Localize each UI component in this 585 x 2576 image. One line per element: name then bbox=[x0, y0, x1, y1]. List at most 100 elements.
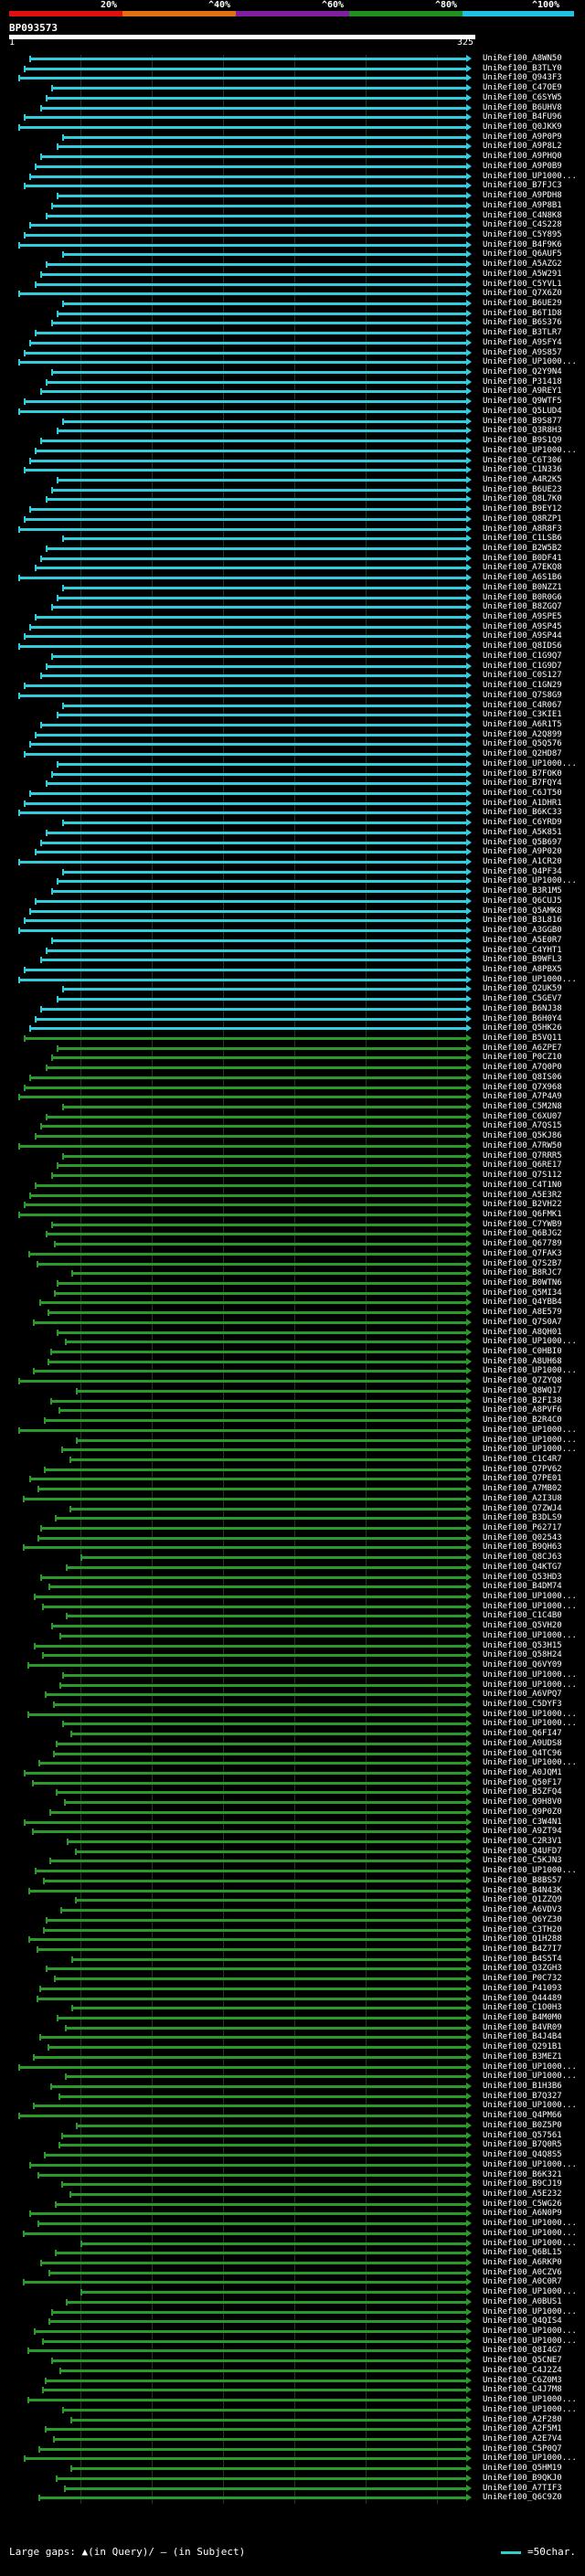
hit-link[interactable]: UniRef100_B5VQ11 bbox=[483, 1034, 562, 1043]
hit-row[interactable]: UniRef100_UP1000... bbox=[0, 1337, 585, 1347]
hit-link[interactable]: UniRef100_Q7PE01 bbox=[483, 1474, 562, 1484]
hit-link[interactable]: UniRef100_UP1000... bbox=[483, 1680, 577, 1690]
hit-row[interactable]: UniRef100_B3TLR7 bbox=[0, 328, 585, 337]
hit-row[interactable]: UniRef100_A0C0R7 bbox=[0, 2277, 585, 2286]
hit-row[interactable]: UniRef100_Q4PF34 bbox=[0, 867, 585, 876]
hit-link[interactable]: UniRef100_A9P0P9 bbox=[483, 132, 562, 142]
hit-link[interactable]: UniRef100_Q7ZYQ8 bbox=[483, 1376, 562, 1386]
hit-link[interactable]: UniRef100_Q5VH20 bbox=[483, 1621, 562, 1631]
hit-row[interactable]: UniRef100_Q5LUD4 bbox=[0, 407, 585, 416]
hit-row[interactable]: UniRef100_Q7X968 bbox=[0, 1082, 585, 1092]
hit-link[interactable]: UniRef100_C1G9Q7 bbox=[483, 651, 562, 661]
hit-link[interactable]: UniRef100_Q9WTF5 bbox=[483, 397, 562, 407]
hit-link[interactable]: UniRef100_Q53HD3 bbox=[483, 1572, 562, 1582]
hit-row[interactable]: UniRef100_B9EY12 bbox=[0, 504, 585, 514]
hit-row[interactable]: UniRef100_A7TIF3 bbox=[0, 2484, 585, 2493]
hit-row[interactable]: UniRef100_UP1000... bbox=[0, 2229, 585, 2238]
hit-link[interactable]: UniRef100_A5W291 bbox=[483, 269, 562, 279]
hit-row[interactable]: UniRef100_B9CJ19 bbox=[0, 2179, 585, 2189]
hit-row[interactable]: UniRef100_Q8IS06 bbox=[0, 1073, 585, 1082]
hit-link[interactable]: UniRef100_B6UE29 bbox=[483, 299, 562, 308]
hit-row[interactable]: UniRef100_A9P0P9 bbox=[0, 133, 585, 142]
hit-row[interactable]: UniRef100_A5E3R2 bbox=[0, 1191, 585, 1200]
hit-row[interactable]: UniRef100_UP1000... bbox=[0, 1445, 585, 1454]
hit-row[interactable]: UniRef100_C7YWB9 bbox=[0, 1220, 585, 1229]
hit-row[interactable]: UniRef100_B0DF41 bbox=[0, 554, 585, 563]
hit-row[interactable]: UniRef100_Q4TC96 bbox=[0, 1749, 585, 1758]
hit-link[interactable]: UniRef100_Q7X968 bbox=[483, 1082, 562, 1092]
hit-link[interactable]: UniRef100_P41093 bbox=[483, 1983, 562, 1993]
hit-row[interactable]: UniRef100_Q9P0Z0 bbox=[0, 1807, 585, 1817]
hit-row[interactable]: UniRef100_C5KJN3 bbox=[0, 1856, 585, 1865]
hit-row[interactable]: UniRef100_C1GN29 bbox=[0, 681, 585, 690]
hit-row[interactable]: UniRef100_B4M0M0 bbox=[0, 2013, 585, 2022]
hit-row[interactable]: UniRef100_A5E232 bbox=[0, 2189, 585, 2199]
hit-row[interactable]: UniRef100_A6R1T5 bbox=[0, 720, 585, 729]
hit-row[interactable]: UniRef100_C4N8K8 bbox=[0, 210, 585, 220]
hit-link[interactable]: UniRef100_UP1000... bbox=[483, 1709, 577, 1719]
hit-link[interactable]: UniRef100_UP1000... bbox=[483, 1719, 577, 1729]
hit-row[interactable]: UniRef100_B6UE29 bbox=[0, 299, 585, 308]
hit-link[interactable]: UniRef100_C5WG26 bbox=[483, 2199, 562, 2209]
hit-row[interactable]: UniRef100_Q5KJ86 bbox=[0, 1131, 585, 1140]
hit-row[interactable]: UniRef100_C0HBI0 bbox=[0, 1347, 585, 1356]
hit-row[interactable]: UniRef100_UP1000... bbox=[0, 2395, 585, 2404]
hit-link[interactable]: UniRef100_A6RKP0 bbox=[483, 2258, 562, 2267]
hit-row[interactable]: UniRef100_UP1000... bbox=[0, 1719, 585, 1729]
hit-link[interactable]: UniRef100_Q67789 bbox=[483, 1239, 562, 1249]
hit-row[interactable]: UniRef100_P41093 bbox=[0, 1983, 585, 1993]
hit-link[interactable]: UniRef100_A8R8F3 bbox=[483, 524, 562, 534]
hit-row[interactable]: UniRef100_B9S1Q9 bbox=[0, 436, 585, 445]
hit-link[interactable]: UniRef100_C4J2Z4 bbox=[483, 2365, 562, 2375]
hit-link[interactable]: UniRef100_A0BUS1 bbox=[483, 2296, 562, 2306]
hit-row[interactable]: UniRef100_B6KC33 bbox=[0, 808, 585, 817]
hit-link[interactable]: UniRef100_A5E232 bbox=[483, 2189, 562, 2199]
hit-link[interactable]: UniRef100_A7RW50 bbox=[483, 1140, 562, 1150]
hit-row[interactable]: UniRef100_C1C4B0 bbox=[0, 1611, 585, 1620]
hit-link[interactable]: UniRef100_Q3ZGH3 bbox=[483, 1964, 562, 1974]
hit-link[interactable]: UniRef100_C4N8K8 bbox=[483, 210, 562, 220]
hit-link[interactable]: UniRef100_A5E0R7 bbox=[483, 935, 562, 945]
hit-link[interactable]: UniRef100_C5GEV7 bbox=[483, 994, 562, 1004]
hit-link[interactable]: UniRef100_B4DM74 bbox=[483, 1582, 562, 1592]
hit-link[interactable]: UniRef100_C6JT50 bbox=[483, 789, 562, 798]
hit-link[interactable]: UniRef100_UP1000... bbox=[483, 1337, 577, 1347]
hit-row[interactable]: UniRef100_Q6YZ30 bbox=[0, 1915, 585, 1924]
hit-link[interactable]: UniRef100_A9P020 bbox=[483, 847, 562, 857]
hit-link[interactable]: UniRef100_B6UHV8 bbox=[483, 102, 562, 112]
hit-row[interactable]: UniRef100_Q1H288 bbox=[0, 1935, 585, 1944]
hit-row[interactable]: UniRef100_Q6FI47 bbox=[0, 1729, 585, 1738]
hit-link[interactable]: UniRef100_UP1000... bbox=[483, 2159, 577, 2169]
hit-row[interactable]: UniRef100_C5GEV7 bbox=[0, 994, 585, 1004]
hit-row[interactable]: UniRef100_B9QKJ0 bbox=[0, 2474, 585, 2483]
hit-row[interactable]: UniRef100_A1CR20 bbox=[0, 857, 585, 866]
hit-link[interactable]: UniRef100_C6XU07 bbox=[483, 1111, 562, 1121]
hit-row[interactable]: UniRef100_C6T306 bbox=[0, 456, 585, 465]
hit-row[interactable]: UniRef100_Q7ZWJ4 bbox=[0, 1504, 585, 1513]
hit-row[interactable]: UniRef100_A6ZPE7 bbox=[0, 1044, 585, 1053]
hit-row[interactable]: UniRef100_Q9H8V0 bbox=[0, 1797, 585, 1807]
hit-link[interactable]: UniRef100_A9SP44 bbox=[483, 631, 562, 641]
hit-link[interactable]: UniRef100_C5YVL1 bbox=[483, 279, 562, 289]
hit-row[interactable]: UniRef100_Q4KTG7 bbox=[0, 1562, 585, 1572]
hit-row[interactable]: UniRef100_UP1000... bbox=[0, 2307, 585, 2316]
hit-row[interactable]: UniRef100_Q7ZYQ8 bbox=[0, 1376, 585, 1386]
hit-row[interactable]: UniRef100_Q53H15 bbox=[0, 1641, 585, 1650]
hit-link[interactable]: UniRef100_A6VDV3 bbox=[483, 1905, 562, 1915]
hit-link[interactable]: UniRef100_Q4QIS4 bbox=[483, 2316, 562, 2327]
hit-link[interactable]: UniRef100_B6T1D8 bbox=[483, 308, 562, 318]
hit-row[interactable]: UniRef100_Q1ZZQ9 bbox=[0, 1895, 585, 1904]
hit-row[interactable]: UniRef100_B8ZGQ7 bbox=[0, 602, 585, 611]
hit-link[interactable]: UniRef100_A9PHQ0 bbox=[483, 152, 562, 162]
hit-row[interactable]: UniRef100_UP1000... bbox=[0, 1866, 585, 1876]
hit-row[interactable]: UniRef100_UP1000... bbox=[0, 357, 585, 366]
hit-row[interactable]: UniRef100_B7Q0R5 bbox=[0, 2140, 585, 2149]
hit-link[interactable]: UniRef100_C1G9D7 bbox=[483, 661, 562, 671]
hit-row[interactable]: UniRef100_C4YHT1 bbox=[0, 946, 585, 955]
hit-row[interactable]: UniRef100_UP1000... bbox=[0, 1670, 585, 1680]
hit-row[interactable]: UniRef100_Q7S0A7 bbox=[0, 1318, 585, 1327]
hit-link[interactable]: UniRef100_B7FOK0 bbox=[483, 769, 562, 779]
hit-link[interactable]: UniRef100_A7QS15 bbox=[483, 1121, 562, 1131]
hit-link[interactable]: UniRef100_Q4KTG7 bbox=[483, 1562, 562, 1572]
hit-link[interactable]: UniRef100_UP1000... bbox=[483, 1866, 577, 1876]
